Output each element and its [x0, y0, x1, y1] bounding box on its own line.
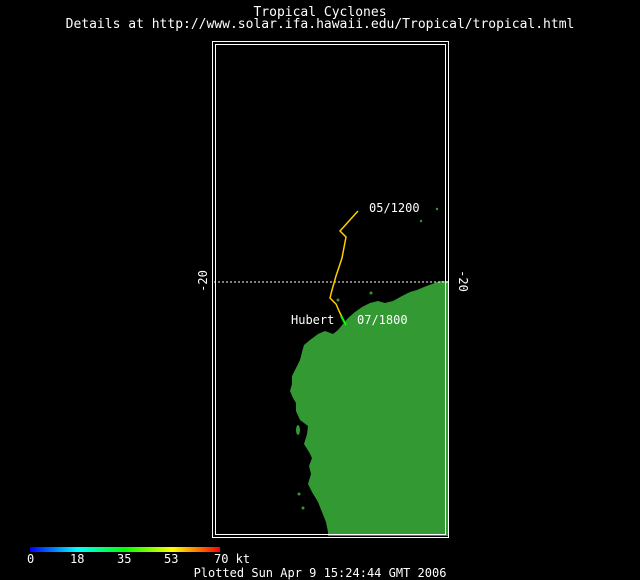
storm-name-label: Hubert	[291, 313, 334, 327]
island	[435, 207, 439, 211]
legend-tick-70: 70 kt	[214, 552, 251, 566]
map-title: Tropical Cyclones	[253, 5, 387, 20]
legend-tick-35: 35	[117, 552, 132, 566]
latitude-label-left: -20	[196, 270, 210, 292]
wind-speed-color-bar	[30, 547, 220, 552]
map-frame-inner	[215, 44, 446, 535]
storm-end-label: 07/1800	[357, 313, 408, 327]
plotted-timestamp: Plotted Sun Apr 9 15:24:44 GMT 2006	[193, 566, 447, 580]
island	[296, 425, 300, 435]
storm-track	[329, 210, 359, 324]
map-subtitle: Details at http://www.solar.ifa.hawaii.e…	[65, 17, 575, 32]
island	[419, 219, 423, 223]
island	[369, 291, 373, 295]
latitude-label-right: -20	[456, 270, 470, 292]
storm-track-end-segment	[340, 315, 347, 326]
island	[336, 298, 340, 302]
map-frame	[212, 41, 449, 538]
legend-tick-53: 53	[164, 552, 179, 566]
island	[297, 492, 301, 496]
storm-start-label: 05/1200	[369, 201, 420, 215]
legend-tick-0: 0	[27, 552, 35, 566]
legend-tick-18: 18	[70, 552, 85, 566]
land-mass	[290, 281, 448, 536]
island	[301, 506, 305, 510]
